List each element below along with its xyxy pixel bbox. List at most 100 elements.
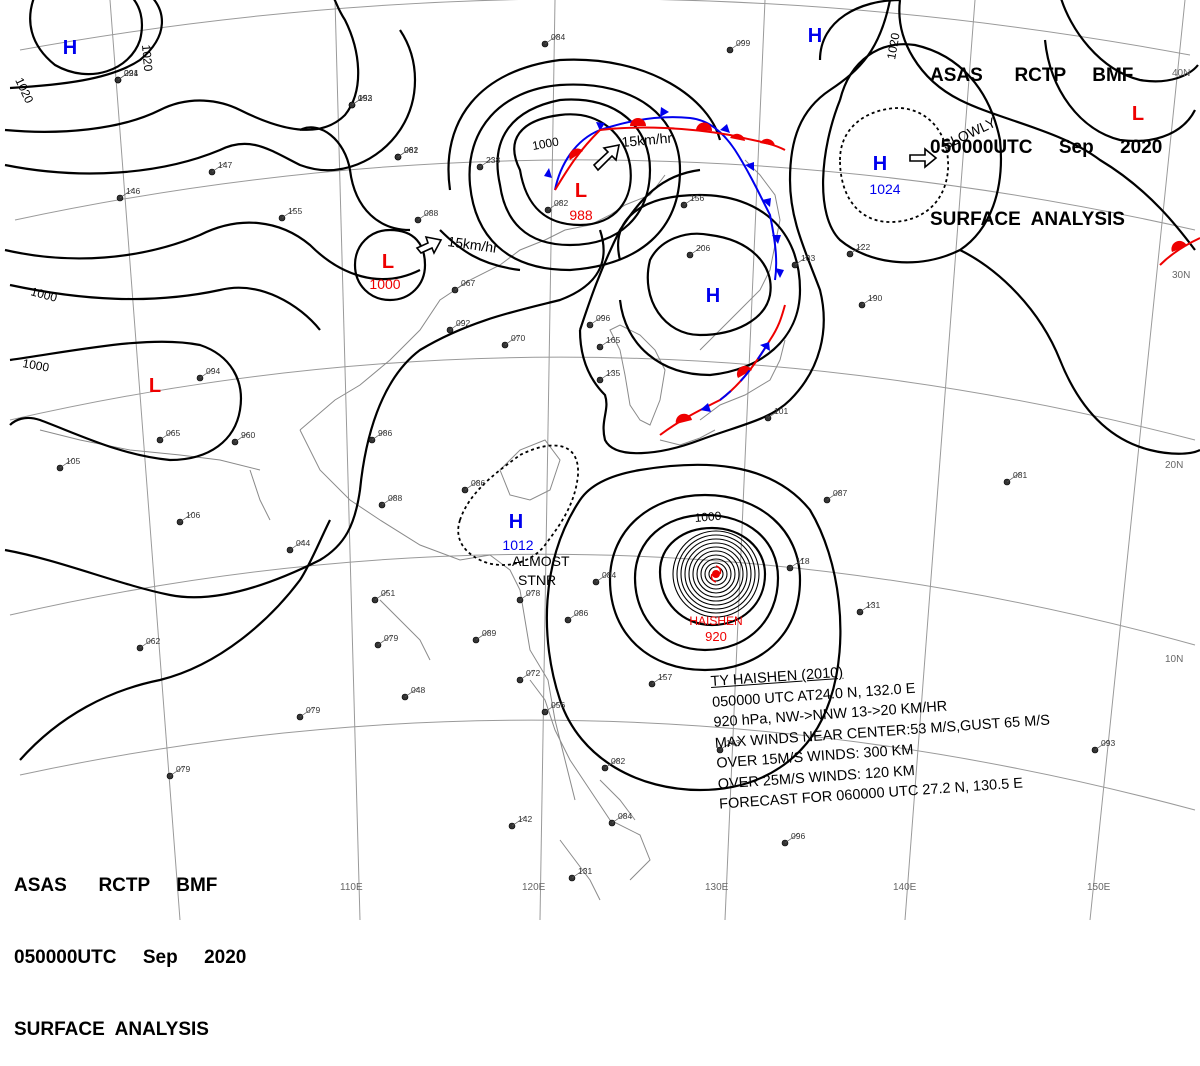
isobar-label: 1000 xyxy=(531,134,560,152)
station-wind-barb xyxy=(767,407,783,419)
station-wind-barb xyxy=(849,243,865,255)
low-center-symbol: L xyxy=(382,251,394,273)
longitude-label: 130E xyxy=(705,882,729,893)
station-wind-barb xyxy=(859,601,875,613)
station-wind-barb xyxy=(729,39,745,51)
typhoon-pressure: 920 xyxy=(705,629,727,644)
high-center-symbol: H xyxy=(873,153,887,175)
station-pressure-code: 103 xyxy=(801,253,815,263)
station-pressure-code: 096 xyxy=(791,831,805,841)
typhoon-symbol xyxy=(710,565,722,583)
typhoon-info-block: TY HAISHEN (2010) 050000 UTC AT24.0 N, 1… xyxy=(710,649,1055,816)
station-wind-barb xyxy=(826,489,842,501)
latitude-label: 40N xyxy=(1172,68,1190,79)
isobar-label: 1000 xyxy=(29,284,59,305)
station-pressure-code: 082 xyxy=(554,198,568,208)
station-pressure-code: 056 xyxy=(551,700,565,710)
low-center-symbol: L xyxy=(575,180,587,202)
pressure-centers: H H H 1024 H H 1012 L 988 L 1000 L L xyxy=(63,25,1144,553)
station-wind-barb xyxy=(139,637,155,649)
station-wind-barb xyxy=(417,209,433,221)
header-station-line: ASAS RCTP BMF xyxy=(930,65,1134,86)
station-wind-barb xyxy=(381,494,397,506)
station-pressure-code: 101 xyxy=(774,406,788,416)
station-wind-barb xyxy=(449,319,465,331)
station-pressure-code: 089 xyxy=(482,628,496,638)
station-wind-barb xyxy=(479,156,495,168)
station-pressure-code: 165 xyxy=(606,335,620,345)
station-wind-barb xyxy=(599,369,615,381)
station-wind-barb xyxy=(511,815,527,827)
station-wind-barb xyxy=(589,314,605,326)
station-pressure-code: 986 xyxy=(378,428,392,438)
station-wind-barb xyxy=(567,609,583,621)
typhoon-labels: HAISHEN 920 xyxy=(689,614,742,644)
station-wind-barb xyxy=(371,429,387,441)
longitude-label: 110E xyxy=(340,882,363,893)
station-pressure-code: 079 xyxy=(176,764,190,774)
station-pressure-code: 105 xyxy=(66,456,80,466)
high-center-value: 1024 xyxy=(869,181,900,197)
latitude-label: 20N xyxy=(1165,460,1183,471)
typhoon-isobars xyxy=(672,530,760,618)
low-center-value: 988 xyxy=(569,207,593,223)
low-center-symbol: L xyxy=(149,375,161,397)
station-wind-barb xyxy=(397,146,413,158)
station-pressure-code: 079 xyxy=(384,633,398,643)
stationary-note: STNR xyxy=(518,572,556,588)
station-pressure-code: 206 xyxy=(696,243,710,253)
motion-arrows xyxy=(415,143,938,255)
header-time-line: 050000UTC Sep 2020 xyxy=(14,947,247,968)
station-pressure-code: 192 xyxy=(358,93,372,103)
longitude-label: 150E xyxy=(1087,882,1111,893)
station-pressure-code: 053 xyxy=(358,93,372,103)
station-wind-barb xyxy=(789,557,805,569)
station-pressure-code: 106 xyxy=(186,510,200,520)
graticule-labels: 110E 120E 130E 140E 150E 40N 30N 20N 10N xyxy=(340,68,1190,893)
station-wind-barb xyxy=(547,199,563,211)
station-wind-barb xyxy=(604,757,620,769)
station-wind-barb xyxy=(289,539,305,551)
high-center-symbol: H xyxy=(63,37,77,59)
station-wind-barb xyxy=(299,706,315,718)
station-wind-barb xyxy=(689,244,705,256)
high-center-symbol: H xyxy=(808,25,822,47)
station-pressure-code: 142 xyxy=(518,814,532,824)
station-pressure-code: 044 xyxy=(296,538,310,548)
station-pressure-code: 131 xyxy=(578,866,592,876)
cold-front xyxy=(544,107,784,281)
station-plots: 224 053 061 147 146 155 088 238 082 092 067 070 096 0… xyxy=(56,32,1115,882)
latitude-label: 10N xyxy=(1165,654,1183,665)
header-time-line: 050000UTC Sep 2020 xyxy=(930,137,1163,158)
station-pressure-code: 093 xyxy=(1101,738,1115,748)
header-station-line: ASAS RCTP BMF xyxy=(14,875,218,896)
station-pressure-code: 051 xyxy=(381,588,395,598)
station-wind-barb xyxy=(1006,471,1022,483)
station-pressure-code: 086 xyxy=(574,608,588,618)
station-pressure-code: 084 xyxy=(618,811,632,821)
stationary-front xyxy=(659,304,786,436)
station-pressure-code: 072 xyxy=(526,668,540,678)
station-pressure-code: 061 xyxy=(404,145,418,155)
station-pressure-code: 147 xyxy=(218,160,232,170)
stationary-note: ALMOST xyxy=(512,553,570,569)
station-pressure-code: 960 xyxy=(241,430,255,440)
station-wind-barb xyxy=(651,673,667,685)
header-title-line: SURFACE ANALYSIS xyxy=(14,1019,209,1040)
station-wind-barb xyxy=(464,479,480,491)
weather-map: 224 053 061 147 146 155 088 238 082 092 067 070 096 0… xyxy=(4,0,1200,920)
station-wind-barb xyxy=(1094,739,1110,751)
station-pressure-code: 146 xyxy=(126,186,140,196)
station-pressure-code: 092 xyxy=(456,318,470,328)
isobar-label: 1000 xyxy=(694,509,722,525)
high-center-symbol: H xyxy=(706,285,720,307)
longitude-label: 120E xyxy=(522,882,546,893)
isobar-label: 1020 xyxy=(884,31,902,60)
station-wind-barb xyxy=(351,94,367,106)
station-wind-barb xyxy=(475,629,491,641)
warm-front xyxy=(554,118,1200,266)
station-pressure-code: 224 xyxy=(124,68,138,78)
station-pressure-code: 065 xyxy=(166,428,180,438)
header-bottom-left: ASAS RCTP BMF 050000UTC Sep 2020 SURFACE… xyxy=(14,826,246,1066)
station-wind-barb xyxy=(199,367,215,379)
